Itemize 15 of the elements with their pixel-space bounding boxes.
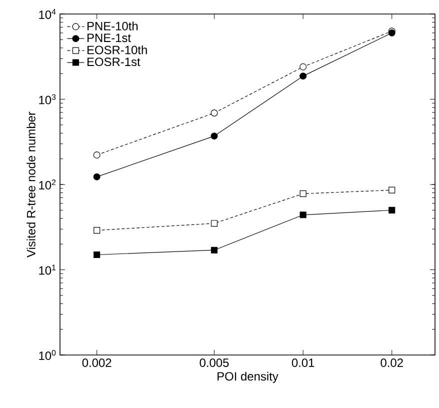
x-tick-label: 0.005 (200, 358, 229, 367)
legend-label: EOSR-1st (88, 58, 140, 66)
y-tick-label: 10$^{2}$ (39, 179, 56, 190)
y-tick-label: 10$^{0}$ (39, 350, 56, 360)
x-tick-label: 0.002 (82, 358, 112, 367)
x-axis-title: POI density (218, 372, 278, 383)
y-tick-label: 10$^{4}$ (39, 9, 56, 19)
y-axis-title: Visited R-tree node number (26, 112, 36, 258)
x-tick-label: 0.02 (380, 358, 403, 367)
legend-label: EOSR-10th (88, 45, 147, 54)
legend-label: PNE-1st (88, 34, 131, 42)
y-tick-label: 10$^{1}$ (39, 264, 56, 275)
legend-label: PNE-10th (88, 22, 138, 30)
x-tick-label: 0.01 (292, 358, 314, 367)
y-tick-label: 10$^{3}$ (39, 94, 56, 104)
